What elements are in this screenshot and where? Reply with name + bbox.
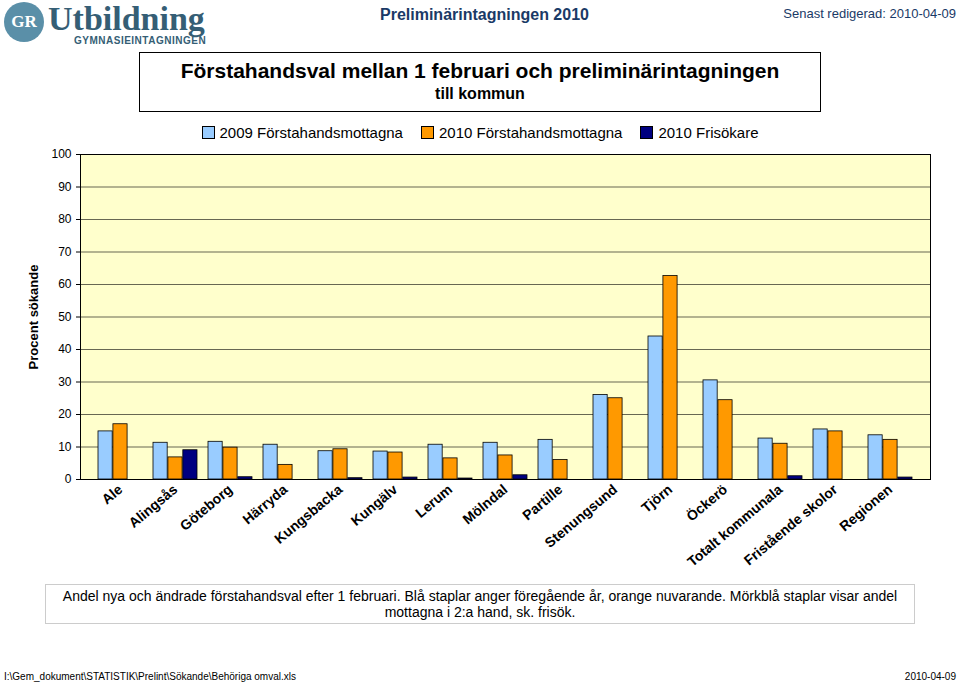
svg-text:Ale: Ale xyxy=(98,481,125,507)
svg-text:Partille: Partille xyxy=(519,481,565,523)
html-text:Senast redigerad: 2010-04-09: Senast redigerad: 2010-04-09 xyxy=(783,6,956,21)
svg-text:Stenungsund: Stenungsund xyxy=(542,481,621,551)
svg-text:Totalt kommunala: Totalt kommunala xyxy=(684,481,785,570)
svg-text:60: 60 xyxy=(58,277,72,291)
svg-text:100: 100 xyxy=(51,147,71,161)
svg-text:Göteborg: Göteborg xyxy=(177,481,236,534)
html-text:2010 Frisökare: 2010 Frisökare xyxy=(658,123,759,141)
html-text:2010 Förstahandsmottagna: 2010 Förstahandsmottagna xyxy=(439,123,623,141)
html-text:GR Utbildning: GR Utbildning xyxy=(11,0,205,37)
html-text:2009 Förstahandsmottagna: 2009 Förstahandsmottagna xyxy=(219,123,403,141)
svg-text:Kungälv: Kungälv xyxy=(348,481,401,529)
svg-text:Alingsås: Alingsås xyxy=(125,481,180,531)
html-text:till kommun: till kommun xyxy=(435,85,525,102)
svg-text:Regionen: Regionen xyxy=(836,481,895,534)
svg-text:20: 20 xyxy=(58,407,72,421)
html-text:I:\Gem_dokument\STATISTIK\Prel: I:\Gem_dokument\STATISTIK\Prelint\Sökand… xyxy=(4,671,296,682)
svg-text:90: 90 xyxy=(58,180,72,194)
svg-text:Öckerö: Öckerö xyxy=(683,481,730,524)
html-text:GYMNASIEINTAGNINGEN: GYMNASIEINTAGNINGEN xyxy=(74,35,207,46)
svg-text:Lerum: Lerum xyxy=(412,481,455,521)
html-text:2010-04-09: 2010-04-09 xyxy=(904,671,956,682)
svg-text:40: 40 xyxy=(58,342,72,356)
svg-text:0: 0 xyxy=(65,472,72,486)
svg-text:Fristående skolor: Fristående skolor xyxy=(741,481,841,569)
svg-text:50: 50 xyxy=(58,310,72,324)
svg-text:10: 10 xyxy=(58,440,72,454)
svg-text:Procent sökande: Procent sökande xyxy=(26,265,41,370)
html-text:Andel nya och ändrade förstaha: Andel nya och ändrade förstahandsval eft… xyxy=(62,588,898,620)
svg-text:Kungsbacka: Kungsbacka xyxy=(271,481,345,547)
html-text:Preliminärintagningen 2010: Preliminärintagningen 2010 xyxy=(380,6,589,23)
svg-text:Tjörn: Tjörn xyxy=(638,481,675,516)
svg-text:Härryda: Härryda xyxy=(239,481,290,527)
svg-text:Mölndal: Mölndal xyxy=(460,481,511,527)
svg-text:80: 80 xyxy=(58,212,72,226)
html-text:Förstahandsval mellan 1 februa: Förstahandsval mellan 1 februari och pre… xyxy=(180,59,780,82)
svg-text:30: 30 xyxy=(58,375,72,389)
svg-text:70: 70 xyxy=(58,245,72,259)
